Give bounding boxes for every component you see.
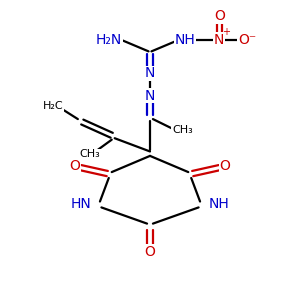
Text: O: O — [70, 159, 80, 173]
Text: O: O — [220, 159, 230, 173]
Text: H₂C: H₂C — [43, 101, 63, 111]
Text: N: N — [145, 66, 155, 80]
Text: HN: HN — [70, 197, 91, 212]
Text: O⁻: O⁻ — [238, 33, 256, 46]
Text: NH: NH — [209, 197, 230, 212]
Text: N: N — [214, 33, 224, 46]
Text: H₂N: H₂N — [96, 33, 122, 46]
Text: O: O — [214, 9, 225, 23]
Text: O: O — [145, 244, 155, 259]
Text: CH₃: CH₃ — [172, 125, 193, 135]
Text: +: + — [222, 27, 230, 37]
Text: NH: NH — [175, 33, 196, 46]
Text: CH₃: CH₃ — [79, 149, 100, 159]
Text: N: N — [145, 88, 155, 103]
